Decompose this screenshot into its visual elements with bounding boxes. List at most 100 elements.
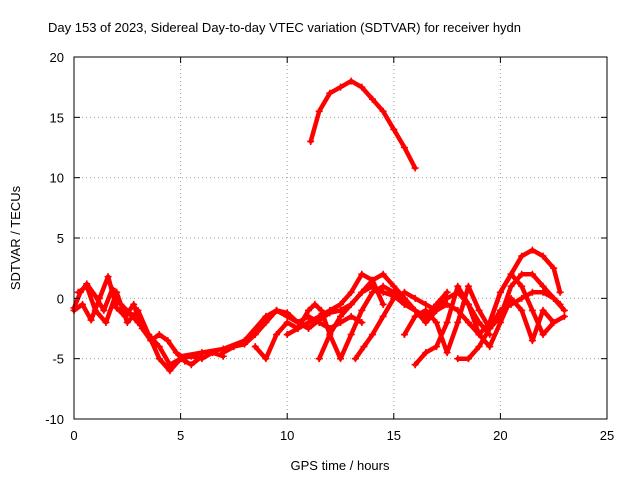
plot-frame <box>73 56 608 420</box>
data-point <box>518 282 526 290</box>
data-point <box>432 343 440 351</box>
data-point <box>464 282 472 290</box>
grid <box>74 57 607 419</box>
y-tick-label: 15 <box>50 110 64 125</box>
data-point <box>422 306 430 314</box>
data-point <box>166 367 174 375</box>
data-point <box>550 294 558 302</box>
data-point <box>518 252 526 260</box>
series-sat-b <box>71 274 188 364</box>
y-axis-label: SDTVAR / TECUs <box>8 185 23 290</box>
data-point <box>307 137 315 145</box>
data-point <box>507 300 515 308</box>
data-point <box>496 306 504 314</box>
data-point <box>486 318 494 326</box>
data-point <box>379 312 387 320</box>
data-point <box>347 288 355 296</box>
data-point <box>83 282 91 290</box>
data-point <box>560 312 568 320</box>
x-tick-label: 15 <box>387 428 401 443</box>
data-point <box>400 331 408 339</box>
data-point <box>496 318 504 326</box>
y-tick-label: 10 <box>50 171 64 186</box>
data-point <box>155 331 163 339</box>
data-point <box>368 288 376 296</box>
data-point <box>464 300 472 308</box>
data-point <box>411 361 419 369</box>
data-point <box>550 318 558 326</box>
data-point <box>390 294 398 302</box>
data-point <box>411 312 419 320</box>
data-point <box>411 164 419 172</box>
data-point <box>528 270 536 278</box>
data-point <box>443 288 451 296</box>
data-point <box>454 282 462 290</box>
data-point <box>360 343 368 351</box>
data-point <box>454 355 462 363</box>
x-tick-label: 0 <box>70 428 77 443</box>
data-point <box>454 318 462 326</box>
data-point <box>251 343 259 351</box>
data-point <box>326 89 334 97</box>
data-point <box>113 304 121 312</box>
data-point <box>528 246 536 254</box>
data-point <box>134 306 142 314</box>
data-point <box>305 325 313 332</box>
data-point <box>326 331 334 339</box>
data-point <box>539 306 547 314</box>
data-point <box>368 95 376 103</box>
data-point <box>422 300 430 308</box>
data-point <box>411 294 419 302</box>
y-tick-label: 0 <box>57 291 64 306</box>
data-point <box>518 294 526 302</box>
data-point <box>273 306 281 314</box>
x-axis-label: GPS time / hours <box>291 458 390 473</box>
data-point <box>315 312 323 320</box>
data-point <box>294 325 302 332</box>
data-point <box>400 288 408 296</box>
data-point <box>443 294 451 302</box>
data-point <box>496 288 504 296</box>
data-point <box>556 288 564 296</box>
data-point <box>351 355 359 363</box>
x-tick-label: 25 <box>600 428 614 443</box>
data-point <box>187 361 195 369</box>
data-point <box>528 337 536 345</box>
data-point <box>358 306 366 314</box>
data-point <box>172 349 180 357</box>
data-point <box>74 288 82 296</box>
x-tick-label: 10 <box>280 428 294 443</box>
data-point <box>91 292 99 300</box>
data-point <box>443 300 451 308</box>
data-point <box>102 318 110 326</box>
data-point <box>379 282 387 290</box>
data-point <box>251 331 259 339</box>
data-point <box>91 306 99 314</box>
x-tick-label: 5 <box>177 428 184 443</box>
data-series <box>70 77 568 375</box>
data-point <box>518 306 526 314</box>
data-point <box>283 331 291 339</box>
data-point <box>443 318 451 326</box>
data-point <box>273 331 281 339</box>
data-point <box>155 343 163 351</box>
data-point <box>379 270 387 278</box>
data-point <box>155 355 163 363</box>
data-point <box>358 270 366 278</box>
series-sat-g <box>284 271 386 337</box>
data-point <box>326 306 334 314</box>
data-point <box>539 288 547 296</box>
data-point <box>219 349 227 357</box>
data-point <box>347 77 355 85</box>
series-sat-n <box>308 78 418 171</box>
data-point <box>422 349 430 357</box>
data-point <box>422 318 430 326</box>
data-point <box>96 294 104 302</box>
data-point <box>104 273 112 281</box>
data-point <box>337 355 344 363</box>
y-tick-label: 20 <box>50 50 64 65</box>
data-point <box>528 288 536 296</box>
data-point <box>262 312 270 320</box>
data-point <box>411 306 419 314</box>
data-point <box>283 309 291 317</box>
